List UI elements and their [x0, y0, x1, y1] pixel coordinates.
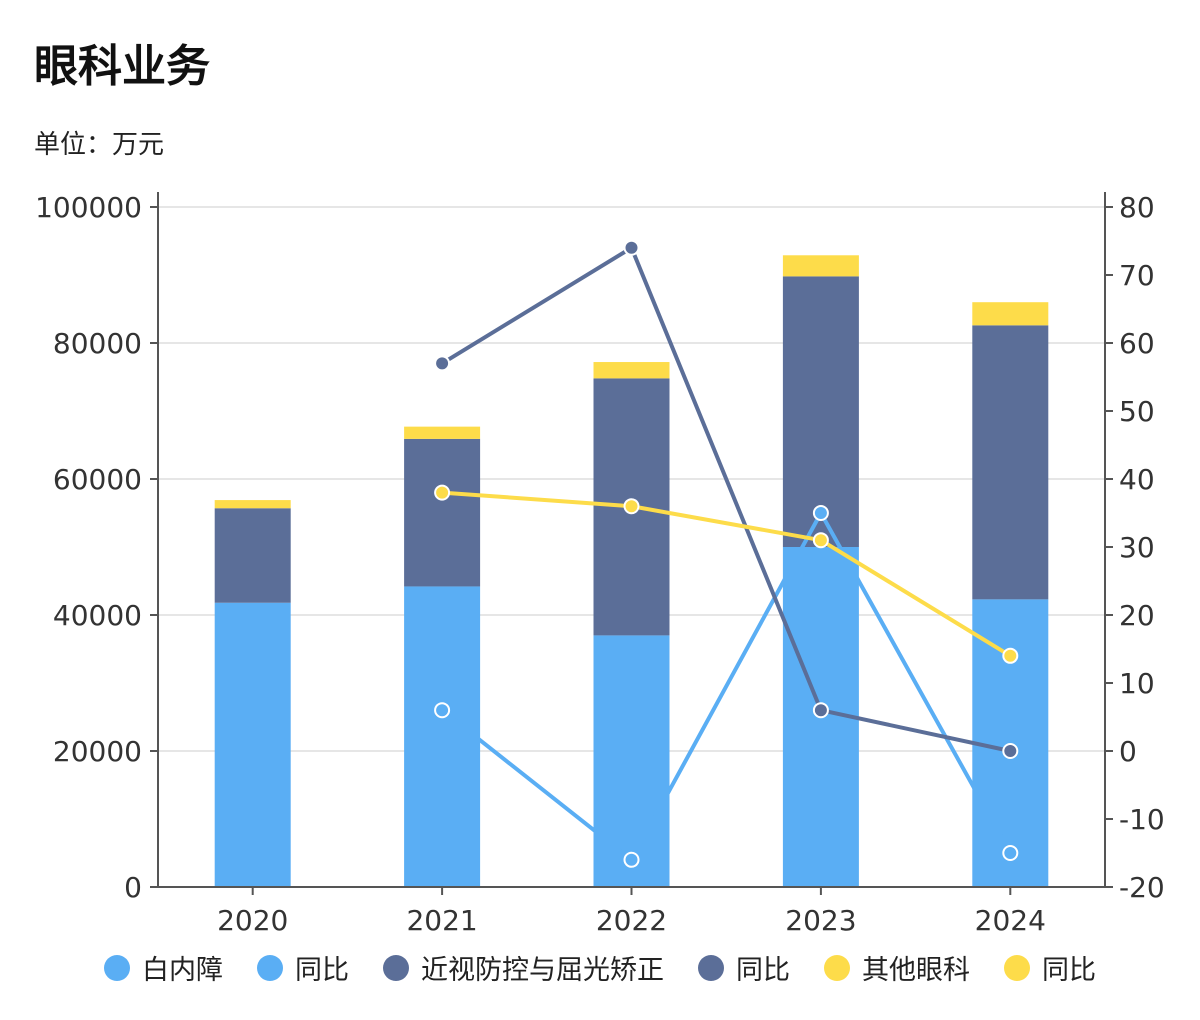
tick-labels: 0 20000 40000 60000 80000 100000 -20 -10 0 10 20 30… [35, 191, 1165, 937]
right-tick-label: 10 [1119, 667, 1155, 700]
x-tick-label: 2022 [596, 904, 667, 937]
chart-title: 眼科业务 [34, 41, 210, 92]
legend-swatch [698, 954, 724, 981]
yoy-line-0 [440, 511, 1013, 862]
right-tick-label: 0 [1119, 735, 1137, 768]
bar-近视防控与屈光矫正-2023 [782, 276, 859, 547]
legend-item[interactable]: 其他眼科 [824, 948, 970, 987]
left-tick-label: 60000 [53, 463, 142, 496]
legend-swatch [383, 954, 409, 981]
yoy-point-0-2024 [1002, 845, 1019, 861]
right-tick-label: 80 [1119, 191, 1155, 224]
left-tick-label: 80000 [53, 327, 142, 360]
left-tick-label: 100000 [35, 191, 142, 224]
x-tick-label: 2024 [975, 904, 1046, 937]
legend-label: 同比 [1042, 955, 1096, 986]
legend-label: 同比 [295, 955, 349, 986]
yoy-point-1-2022 [623, 239, 640, 256]
x-tick-label: 2020 [217, 904, 288, 937]
left-tick-label: 20000 [53, 735, 142, 768]
legend-item[interactable]: 同比 [698, 948, 790, 987]
right-tick-label: 20 [1119, 599, 1155, 632]
yoy-point-1-2021 [434, 355, 451, 372]
bars [214, 255, 1049, 887]
right-tick-label: 70 [1119, 259, 1155, 292]
right-tick-label: -10 [1119, 803, 1165, 836]
legend-swatch [824, 954, 850, 981]
legend-label: 白内障 [142, 955, 223, 986]
bar-近视防控与屈光矫正-2021 [404, 438, 481, 587]
yoy-point-2-2021 [434, 484, 451, 501]
right-tick-label: -20 [1119, 871, 1165, 904]
yoy-point-0-2022 [623, 851, 640, 868]
bar-近视防控与屈光矫正-2020 [214, 508, 291, 603]
yoy-point-2-2023 [812, 532, 829, 549]
legend-item[interactable]: 白内障 [104, 948, 223, 987]
bar-其他眼科-2020 [214, 500, 291, 509]
right-tick-label: 40 [1119, 463, 1155, 496]
left-tick-label: 40000 [53, 599, 142, 632]
legend-swatch [104, 954, 130, 981]
left-tick-label: 0 [124, 871, 142, 904]
legend-item[interactable]: 同比 [1004, 948, 1096, 987]
bar-近视防控与屈光矫正-2024 [972, 325, 1049, 600]
bar-白内障-2021 [404, 586, 481, 887]
legend-label: 同比 [736, 955, 790, 986]
right-tick-label: 60 [1119, 327, 1155, 360]
legend: 白内障 同比 近视防控与屈光矫正 同比 其他眼科 同比 [0, 948, 1200, 987]
right-tick-label: 50 [1119, 395, 1155, 428]
legend-swatch [1004, 954, 1030, 981]
x-tick-label: 2021 [406, 904, 477, 937]
yoy-lines [434, 239, 1019, 868]
yoy-point-1-2023 [812, 702, 829, 719]
yoy-line-1 [441, 245, 1011, 753]
bar-其他眼科-2024 [972, 302, 1049, 326]
bar-白内障-2022 [593, 635, 670, 887]
bar-白内障-2020 [214, 602, 291, 887]
yoy-point-2-2024 [1002, 647, 1019, 664]
yoy-point-2-2022 [623, 498, 640, 515]
bar-其他眼科-2022 [593, 362, 670, 379]
yoy-point-0-2023 [812, 505, 829, 521]
unit-label: 单位：万元 [34, 130, 165, 160]
x-tick-label: 2023 [785, 904, 856, 937]
legend-item[interactable]: 同比 [257, 948, 349, 987]
bar-其他眼科-2023 [782, 255, 859, 277]
bar-其他眼科-2021 [404, 426, 481, 439]
yoy-point-1-2024 [1002, 743, 1019, 759]
legend-label: 其他眼科 [862, 955, 970, 986]
yoy-line-2 [441, 490, 1012, 658]
axes [150, 192, 1113, 895]
legend-item[interactable]: 近视防控与屈光矫正 [383, 948, 664, 987]
yoy-point-0-2021 [434, 702, 451, 719]
combo-chart: 0 20000 40000 60000 80000 100000 -20 -10 0 10 20 30… [35, 191, 1165, 937]
legend-label: 近视防控与屈光矫正 [421, 955, 664, 986]
right-tick-label: 30 [1119, 531, 1155, 564]
legend-swatch [257, 954, 283, 981]
